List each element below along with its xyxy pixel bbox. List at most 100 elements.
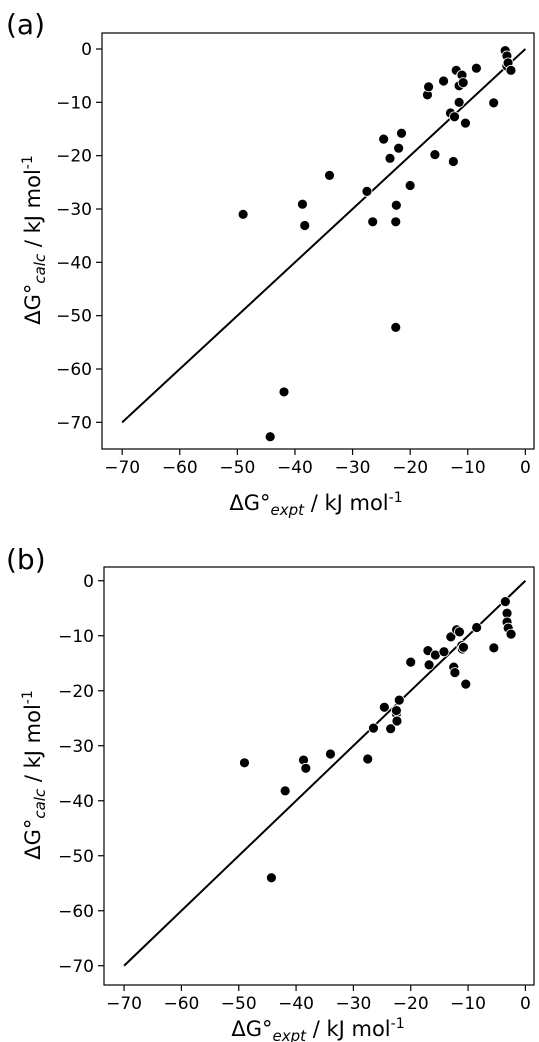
data-point bbox=[390, 705, 402, 716]
data-point bbox=[460, 117, 471, 129]
y-tick-label: −50 bbox=[56, 307, 92, 327]
y-tick-label: 0 bbox=[83, 572, 94, 592]
data-point bbox=[378, 133, 390, 145]
y-tick-label: −60 bbox=[56, 360, 92, 380]
identity-line bbox=[121, 48, 527, 424]
data-point bbox=[458, 641, 469, 653]
data-point bbox=[390, 199, 402, 211]
x-tick-label: −30 bbox=[335, 994, 371, 1014]
data-point bbox=[488, 97, 500, 109]
y-tick-label: −60 bbox=[58, 902, 94, 922]
panel-a-x-axis-label: ΔG°expt / kJ mol-1 bbox=[229, 490, 402, 519]
data-point bbox=[505, 64, 517, 76]
data-point bbox=[325, 748, 336, 760]
data-point bbox=[460, 678, 472, 690]
y-tick-label: −10 bbox=[56, 93, 92, 113]
data-point bbox=[457, 77, 469, 88]
data-point bbox=[278, 386, 290, 398]
data-point bbox=[488, 642, 500, 654]
x-tick-label: −60 bbox=[163, 994, 199, 1014]
data-point bbox=[449, 111, 460, 123]
panel-b-y-axis-label: ΔG°calc / kJ mol-1 bbox=[20, 690, 49, 860]
data-point bbox=[297, 198, 308, 210]
data-point bbox=[391, 715, 403, 727]
data-point bbox=[438, 646, 450, 658]
data-point bbox=[393, 694, 405, 706]
panel-b-label: (b) bbox=[6, 543, 46, 576]
data-point bbox=[423, 81, 434, 93]
y-tick-label: −10 bbox=[58, 627, 94, 647]
x-tick-label: −50 bbox=[221, 994, 257, 1014]
data-point bbox=[449, 667, 461, 678]
x-tick-label: 0 bbox=[520, 458, 531, 478]
data-point bbox=[453, 96, 465, 108]
data-point bbox=[454, 626, 465, 638]
panel-b-ticks: −70 −60 −50 −40 −30 −20 −10 0 0 −10 −20 −30 −40 −50 −6… bbox=[58, 572, 531, 1014]
x-tick-label: −70 bbox=[106, 994, 142, 1014]
panel-b-points bbox=[239, 596, 517, 884]
data-point bbox=[324, 169, 335, 181]
data-point bbox=[378, 701, 390, 713]
data-point bbox=[405, 656, 417, 668]
data-point bbox=[423, 659, 435, 671]
panel-a-plot-frame bbox=[101, 32, 535, 450]
panel-a-line-layer bbox=[121, 48, 527, 424]
x-tick-label: −10 bbox=[450, 994, 486, 1014]
data-point bbox=[390, 216, 402, 228]
y-tick-label: 0 bbox=[81, 40, 92, 60]
data-point bbox=[279, 785, 291, 797]
data-point bbox=[361, 185, 373, 197]
x-tick-label: −40 bbox=[278, 994, 314, 1014]
y-tick-label: −40 bbox=[56, 253, 92, 273]
data-point bbox=[445, 631, 457, 643]
data-point bbox=[438, 75, 449, 87]
x-tick-label: −40 bbox=[277, 458, 313, 478]
x-tick-label: 0 bbox=[520, 994, 531, 1014]
data-point bbox=[266, 872, 277, 884]
data-point bbox=[471, 622, 483, 633]
data-point bbox=[300, 762, 312, 774]
panel-b-plot-frame bbox=[103, 566, 535, 986]
data-point bbox=[239, 757, 250, 769]
data-point bbox=[499, 596, 511, 608]
x-tick-label: −60 bbox=[162, 458, 198, 478]
x-tick-label: −30 bbox=[335, 458, 371, 478]
data-point bbox=[384, 152, 396, 164]
x-tick-label: −50 bbox=[219, 458, 255, 478]
data-point bbox=[390, 321, 402, 333]
x-tick-label: −10 bbox=[450, 458, 486, 478]
y-tick-label: −30 bbox=[58, 737, 94, 757]
panel-a-y-axis-label: ΔG°calc / kJ mol-1 bbox=[20, 155, 49, 325]
panel-a-points bbox=[237, 45, 517, 443]
data-point bbox=[470, 62, 482, 74]
data-point bbox=[385, 723, 397, 735]
data-point bbox=[264, 431, 276, 443]
data-point bbox=[505, 628, 517, 640]
data-point bbox=[367, 216, 379, 228]
y-tick-label: −70 bbox=[56, 413, 92, 433]
data-point bbox=[404, 180, 416, 191]
panel-b: (b) −70 −60 −50 −40 −30 −20 −10 00−10−20−30−40−… bbox=[6, 543, 535, 1042]
x-tick-label: −70 bbox=[104, 458, 140, 478]
data-point bbox=[429, 149, 441, 161]
panel-a: (a) −70 −60 −50 −40 −30 −20 −10 00−10−20−30−40−… bbox=[6, 8, 535, 519]
data-point bbox=[368, 722, 379, 734]
x-tick-label: −20 bbox=[392, 458, 428, 478]
panel-a-ticks: −70 −60 −50 −40 −30 −20 −10 0 0 −10 −20 −30 −40 −50 −6… bbox=[56, 40, 531, 478]
y-tick-label: −30 bbox=[56, 200, 92, 220]
y-tick-label: −50 bbox=[58, 847, 94, 867]
data-point bbox=[393, 142, 405, 154]
panel-b-line-layer bbox=[123, 580, 527, 967]
panel-a-label: (a) bbox=[6, 8, 45, 41]
data-point bbox=[396, 127, 407, 139]
panel-b-x-axis-label: ΔG°expt / kJ mol-1 bbox=[231, 1016, 404, 1042]
y-tick-label: −70 bbox=[58, 957, 94, 977]
data-point bbox=[447, 156, 459, 167]
y-tick-label: −20 bbox=[56, 147, 92, 167]
y-tick-label: −20 bbox=[58, 682, 94, 702]
data-point bbox=[362, 753, 374, 765]
x-tick-label: −20 bbox=[393, 994, 429, 1014]
identity-line bbox=[123, 580, 527, 967]
data-point bbox=[237, 208, 249, 220]
